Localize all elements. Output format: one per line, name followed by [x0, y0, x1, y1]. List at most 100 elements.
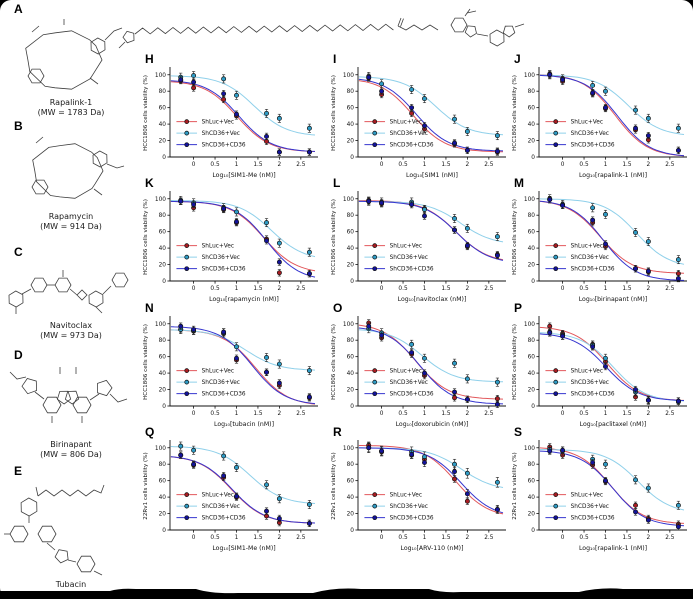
svg-text:1: 1 [235, 535, 239, 541]
panel-letter: M [514, 176, 524, 190]
svg-text:2: 2 [647, 411, 651, 417]
svg-text:HCC1806 cells viability (%): HCC1806 cells viability (%) [331, 75, 337, 151]
svg-text:ShCD36+CD36: ShCD36+CD36 [202, 143, 246, 149]
dose-response-chart-l: 0 20 40 60 80 100 0 0.5 1 1.5 2 2.5 Log₁₀[navitoclax… [331, 191, 506, 303]
molecule-mw: (MW = 914 Da) [40, 222, 102, 231]
svg-text:2.5: 2.5 [484, 535, 494, 541]
svg-text:0.5: 0.5 [579, 162, 589, 168]
svg-text:0: 0 [162, 528, 166, 534]
svg-text:20: 20 [159, 388, 167, 394]
svg-text:2: 2 [466, 535, 470, 541]
svg-text:1: 1 [604, 411, 608, 417]
svg-text:100: 100 [343, 73, 354, 79]
panel-letter: B [14, 119, 23, 133]
svg-text:80: 80 [528, 89, 536, 95]
panel-letter: K [145, 176, 154, 190]
svg-text:1: 1 [235, 162, 239, 168]
chart-cell-p: P 0 20 40 60 80 100 0 0.5 1 1.5 2 2.5 Log₁₀[paclitaxe… [509, 301, 693, 428]
dose-response-chart-m: 0 20 40 60 80 100 0 0.5 1 1.5 2 2.5 Log₁₀[birinapant… [512, 191, 687, 303]
svg-text:20: 20 [347, 388, 355, 394]
svg-text:ShLuc+Vec: ShLuc+Vec [202, 244, 234, 250]
svg-text:100: 100 [155, 322, 166, 328]
svg-text:ShCD36+Vec: ShCD36+Vec [390, 380, 428, 386]
svg-text:100: 100 [155, 446, 166, 452]
svg-text:1.5: 1.5 [622, 286, 632, 292]
molecule-structure-tubacin [4, 484, 105, 576]
svg-text:80: 80 [347, 89, 355, 95]
panel-letter: H [145, 52, 154, 66]
molecule-name: Rapalink-1 [49, 98, 93, 107]
svg-text:60: 60 [159, 230, 167, 236]
molecule-mw: (MW = 1783 Da) [37, 108, 105, 117]
svg-text:100: 100 [524, 73, 535, 79]
svg-text:60: 60 [347, 355, 355, 361]
svg-text:Log₁₀[SIM1-Me (nM)]: Log₁₀[SIM1-Me (nM)] [212, 172, 275, 179]
svg-text:22Rv1 cells viability (%): 22Rv1 cells viability (%) [512, 452, 518, 519]
svg-text:100: 100 [524, 197, 535, 203]
svg-text:20: 20 [528, 139, 536, 145]
chart-cell-i: I 0 20 40 60 80 100 0 0.5 1 1.5 2 2.5 Log₁₀[SIM1 (nM)… [328, 52, 512, 179]
svg-text:ShCD36+CD36: ShCD36+CD36 [571, 516, 615, 522]
svg-text:Log₁₀[doxorubicin (nM)]: Log₁₀[doxorubicin (nM)] [396, 421, 469, 428]
svg-text:ShCD36+CD36: ShCD36+CD36 [571, 392, 615, 398]
svg-text:40: 40 [159, 495, 167, 501]
svg-text:60: 60 [347, 230, 355, 236]
svg-text:ShCD36+CD36: ShCD36+CD36 [390, 267, 434, 273]
molecule-panel-birinapant: D Birinapant (MW = 806 Da) [2, 348, 140, 460]
svg-text:ShCD36+CD36: ShCD36+CD36 [202, 516, 246, 522]
svg-text:60: 60 [528, 355, 536, 361]
svg-text:0: 0 [561, 162, 565, 168]
chart-cell-q: Q 0 20 40 60 80 100 0 0.5 1 1.5 2 2.5 Log₁₀[SIM1-Me (… [140, 425, 324, 552]
svg-text:ShCD36+CD36: ShCD36+CD36 [571, 143, 615, 149]
molecule-name: Navitoclax [49, 321, 93, 330]
svg-text:22Rv1 cells viability (%): 22Rv1 cells viability (%) [143, 452, 149, 519]
svg-text:Log₁₀[tubacin (nM)]: Log₁₀[tubacin (nM)] [214, 421, 274, 428]
svg-text:0.5: 0.5 [210, 162, 220, 168]
svg-text:1.5: 1.5 [622, 535, 632, 541]
molecule-panel-rapamycin: B Rapamycin (MW = 914 Da) [2, 119, 140, 235]
svg-text:ShLuc+Vec: ShLuc+Vec [571, 244, 603, 250]
svg-text:2.5: 2.5 [296, 411, 306, 417]
svg-text:2.5: 2.5 [665, 286, 675, 292]
svg-text:0: 0 [380, 286, 384, 292]
svg-text:80: 80 [347, 213, 355, 219]
panel-letter: S [514, 425, 523, 439]
svg-text:40: 40 [159, 246, 167, 252]
svg-text:HCC1806 cells viability (%): HCC1806 cells viability (%) [143, 199, 149, 275]
svg-text:40: 40 [159, 371, 167, 377]
svg-text:ShLuc+Vec: ShLuc+Vec [202, 369, 234, 375]
chart-cell-k: K 0 20 40 60 80 100 0 0.5 1 1.5 2 2.5 Log₁₀[rapamycin… [140, 176, 324, 303]
svg-text:0.5: 0.5 [210, 286, 220, 292]
svg-text:0: 0 [380, 535, 384, 541]
molecule-mw: (MW = 806 Da) [40, 450, 102, 459]
svg-text:2.5: 2.5 [665, 411, 675, 417]
svg-text:HCC1806 cells viability (%): HCC1806 cells viability (%) [331, 324, 337, 400]
svg-text:2.5: 2.5 [665, 535, 675, 541]
svg-text:ShCD36+Vec: ShCD36+Vec [390, 255, 428, 261]
panel-letter: P [514, 301, 523, 315]
svg-text:2.5: 2.5 [296, 162, 306, 168]
chart-cell-n: N 0 20 40 60 80 100 0 0.5 1 1.5 2 2.5 Log₁₀[tubacin (… [140, 301, 324, 428]
svg-text:2.5: 2.5 [665, 162, 675, 168]
svg-text:ShCD36+CD36: ShCD36+CD36 [390, 392, 434, 398]
svg-text:1: 1 [423, 286, 427, 292]
panel-letter: J [514, 52, 521, 66]
svg-text:0.5: 0.5 [398, 286, 408, 292]
svg-text:100: 100 [524, 322, 535, 328]
svg-text:ShLuc+Vec: ShLuc+Vec [390, 244, 422, 250]
molecule-structure-birinapant [9, 367, 128, 423]
svg-text:ShCD36+Vec: ShCD36+Vec [390, 504, 428, 510]
svg-text:0: 0 [162, 404, 166, 410]
molecule-name: Birinapant [50, 440, 92, 449]
svg-text:2: 2 [647, 535, 651, 541]
svg-text:2: 2 [466, 286, 470, 292]
svg-text:2: 2 [278, 286, 282, 292]
svg-text:1.5: 1.5 [253, 411, 263, 417]
svg-text:ShCD36+CD36: ShCD36+CD36 [202, 392, 246, 398]
svg-text:20: 20 [347, 512, 355, 518]
svg-text:1.5: 1.5 [622, 162, 632, 168]
chart-cell-l: L 0 20 40 60 80 100 0 0.5 1 1.5 2 2.5 Log₁₀[navitocla… [328, 176, 512, 303]
dose-response-chart-s: 0 20 40 60 80 100 0 0.5 1 1.5 2 2.5 Log₁₀[rapalink-1… [512, 440, 687, 552]
svg-text:80: 80 [347, 338, 355, 344]
svg-text:0.5: 0.5 [579, 411, 589, 417]
